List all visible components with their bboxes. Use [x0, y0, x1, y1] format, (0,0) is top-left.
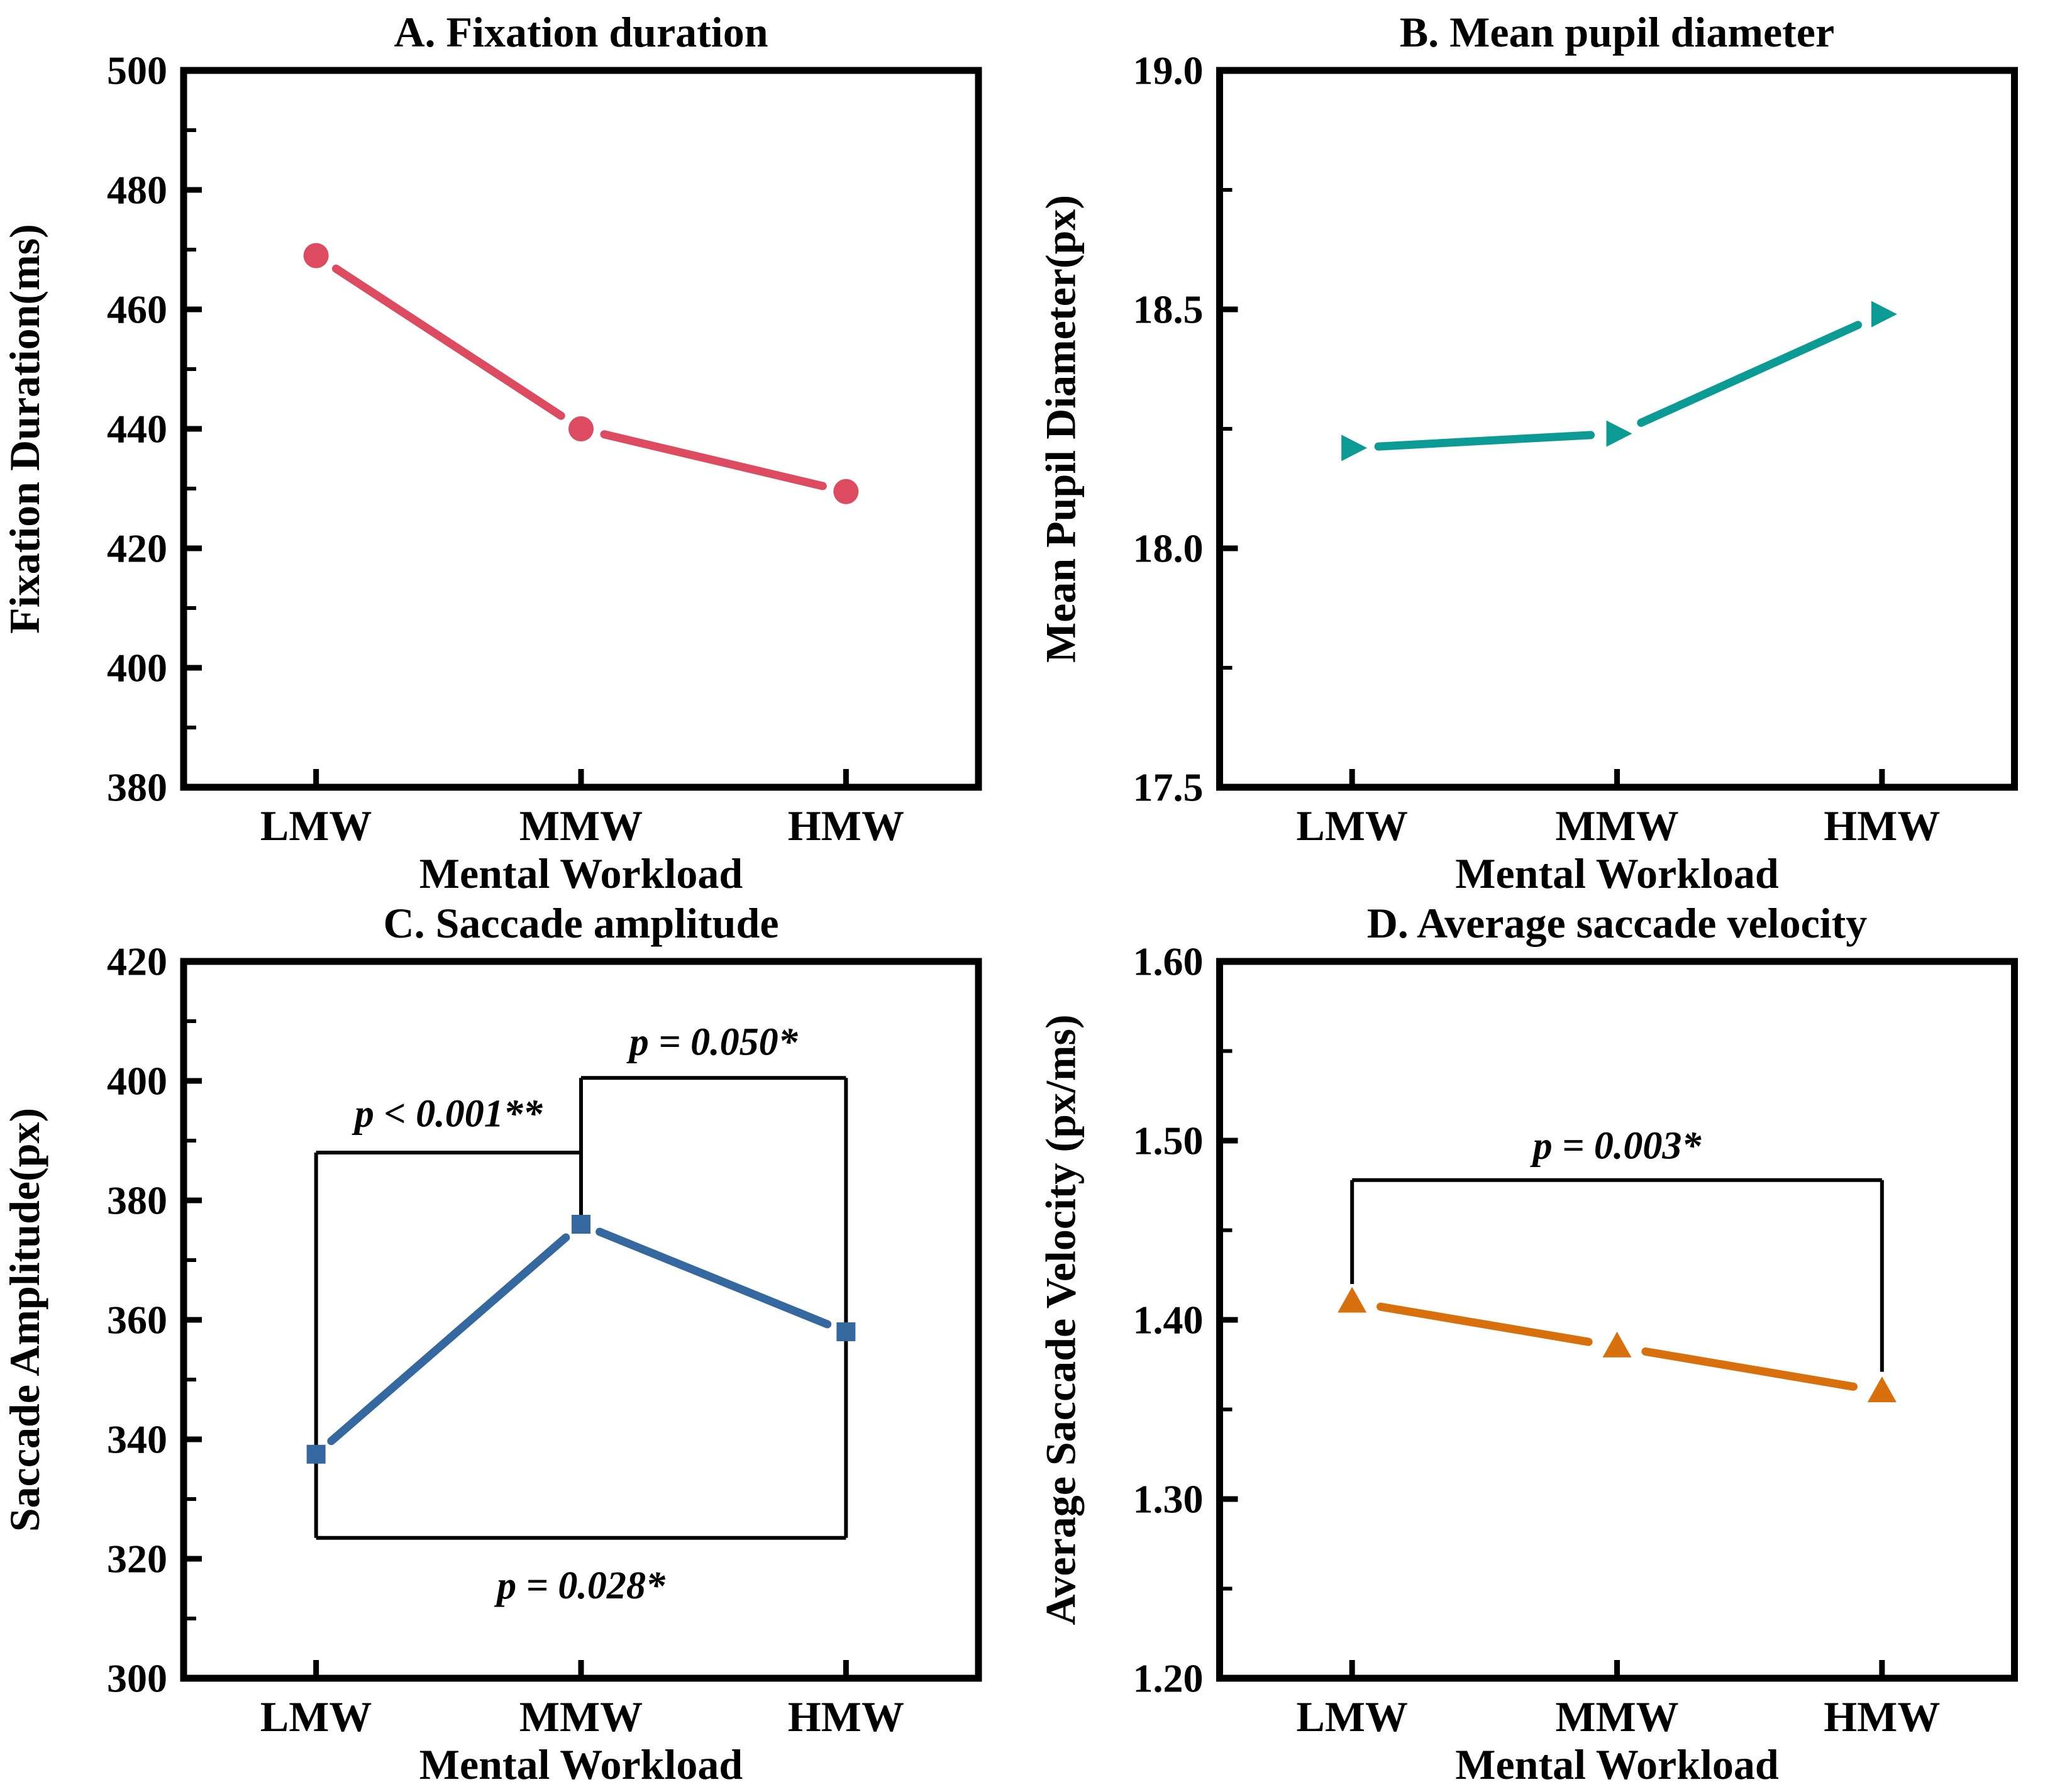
data-line-segment — [1374, 431, 1595, 451]
plot-border — [1216, 67, 2018, 791]
y-tick-label: 1.50 — [1133, 1119, 1204, 1163]
x-axis-label: Mental Workload — [1455, 849, 1779, 891]
plot-border — [180, 67, 982, 791]
y-tick-label: 1.60 — [1133, 939, 1204, 984]
x-axis-label: Mental Workload — [419, 1740, 743, 1782]
y-tick-label: 420 — [107, 939, 167, 984]
panel-c-chart: 300 320 340 360 380 400 420 LMW MMW HMW C. Saccade… — [1, 899, 982, 1782]
y-tick-label: 400 — [107, 646, 167, 690]
panel-title: D. Average saccade velocity — [1367, 899, 1868, 947]
panel-title: A. Fixation duration — [394, 8, 768, 56]
y-tick-label: 1.20 — [1133, 1656, 1204, 1701]
x-category-label: HMW — [1824, 802, 1940, 849]
y-tick-label: 1.40 — [1133, 1298, 1204, 1342]
y-tick-label: 420 — [107, 526, 167, 571]
data-marker-circle — [568, 416, 594, 441]
x-category-label: LMW — [260, 1693, 372, 1740]
x-category-label: MMW — [1555, 802, 1678, 849]
plot-border — [1216, 958, 2018, 1682]
y-tick-label: 18.0 — [1133, 526, 1204, 571]
y-tick-label: 18.5 — [1133, 287, 1204, 332]
y-tick-label: 440 — [107, 407, 167, 451]
p-value-label: p < 0.001** — [352, 1092, 543, 1135]
data-marker-square — [836, 1322, 856, 1341]
data-line-segment — [1637, 321, 1863, 427]
y-axis-label: Saccade Amplitude(px) — [1, 1108, 48, 1532]
y-tick-label: 360 — [107, 1298, 167, 1342]
x-category-label: LMW — [260, 802, 372, 849]
panel-b-mean-pupil-diameter: 17.5 18.0 18.5 19.0 LMW MMW HMW B. Mean pupil d… — [1036, 0, 2072, 891]
y-tick-label: 400 — [107, 1059, 167, 1104]
x-category-label: HMW — [788, 802, 904, 849]
data-marker-circle — [833, 479, 859, 504]
data-marker-triangle-right — [1871, 301, 1897, 328]
x-category-label: HMW — [1824, 1693, 1940, 1740]
y-tick-label: 320 — [107, 1537, 167, 1581]
p-value-label: p = 0.028* — [494, 1564, 666, 1607]
data-marker-circle — [303, 243, 329, 268]
p-value-label: p = 0.003* — [1530, 1125, 1702, 1168]
data-line-segment — [1641, 1347, 1858, 1391]
y-tick-label: 17.5 — [1133, 765, 1204, 810]
panel-d-average-saccade-velocity: 1.20 1.30 1.40 1.50 1.60 LMW MMW HMW D. Average … — [1036, 891, 2072, 1782]
y-tick-label: 480 — [107, 168, 167, 213]
x-category-label: LMW — [1296, 1693, 1408, 1740]
panel-title: B. Mean pupil diameter — [1400, 8, 1834, 56]
y-tick-label: 300 — [107, 1656, 167, 1701]
x-axis-label: Mental Workload — [1455, 1740, 1779, 1782]
panel-title: C. Saccade amplitude — [384, 899, 779, 947]
panel-a-fixation-duration: 380 400 420 440 460 480 500 LMW MMW HMW A. Fixatio… — [0, 0, 1036, 891]
data-marker-triangle-up — [1867, 1376, 1897, 1402]
data-marker-triangle-right — [1606, 420, 1632, 447]
y-tick-label: 1.30 — [1133, 1477, 1204, 1522]
x-category-label: HMW — [788, 1693, 904, 1740]
x-category-label: MMW — [519, 1693, 643, 1740]
data-line-segment — [327, 1233, 570, 1446]
panel-b-chart: 17.5 18.0 18.5 19.0 LMW MMW HMW B. Mean pupil d… — [1037, 8, 2018, 891]
y-axis-label: Fixation Duration(ms) — [1, 224, 48, 634]
y-axis-label: Average Saccade Velocity (px/ms) — [1037, 1014, 1085, 1625]
y-tick-label: 460 — [107, 287, 167, 332]
data-line-segment — [600, 430, 827, 490]
p-value-label: p = 0.050* — [626, 1021, 799, 1063]
x-axis-label: Mental Workload — [419, 849, 743, 891]
panel-c-saccade-amplitude: 300 320 340 360 380 400 420 LMW MMW HMW C. Saccade… — [0, 891, 1036, 1782]
y-axis-label: Mean Pupil Diameter(px) — [1037, 195, 1085, 663]
panel-a-chart: 380 400 420 440 460 480 500 LMW MMW HMW A. Fixatio… — [1, 8, 982, 891]
data-line-segment — [1377, 1302, 1593, 1346]
y-tick-label: 500 — [107, 48, 167, 93]
x-category-label: LMW — [1296, 802, 1408, 849]
data-marker-square — [572, 1215, 590, 1234]
data-marker-triangle-up — [1602, 1331, 1632, 1358]
y-tick-label: 380 — [107, 765, 167, 810]
data-marker-square — [306, 1444, 326, 1464]
data-marker-triangle-up — [1338, 1287, 1367, 1313]
y-tick-label: 340 — [107, 1417, 167, 1462]
plot-border — [180, 958, 982, 1682]
data-line-segment — [331, 264, 565, 420]
y-tick-label: 380 — [107, 1178, 167, 1223]
panel-d-chart: 1.20 1.30 1.40 1.50 1.60 LMW MMW HMW D. Average … — [1037, 899, 2018, 1782]
x-category-label: MMW — [1555, 1693, 1678, 1740]
data-marker-triangle-right — [1341, 434, 1368, 462]
data-line-segment — [596, 1227, 832, 1329]
x-category-label: MMW — [519, 802, 643, 849]
y-tick-label: 19.0 — [1133, 48, 1204, 93]
